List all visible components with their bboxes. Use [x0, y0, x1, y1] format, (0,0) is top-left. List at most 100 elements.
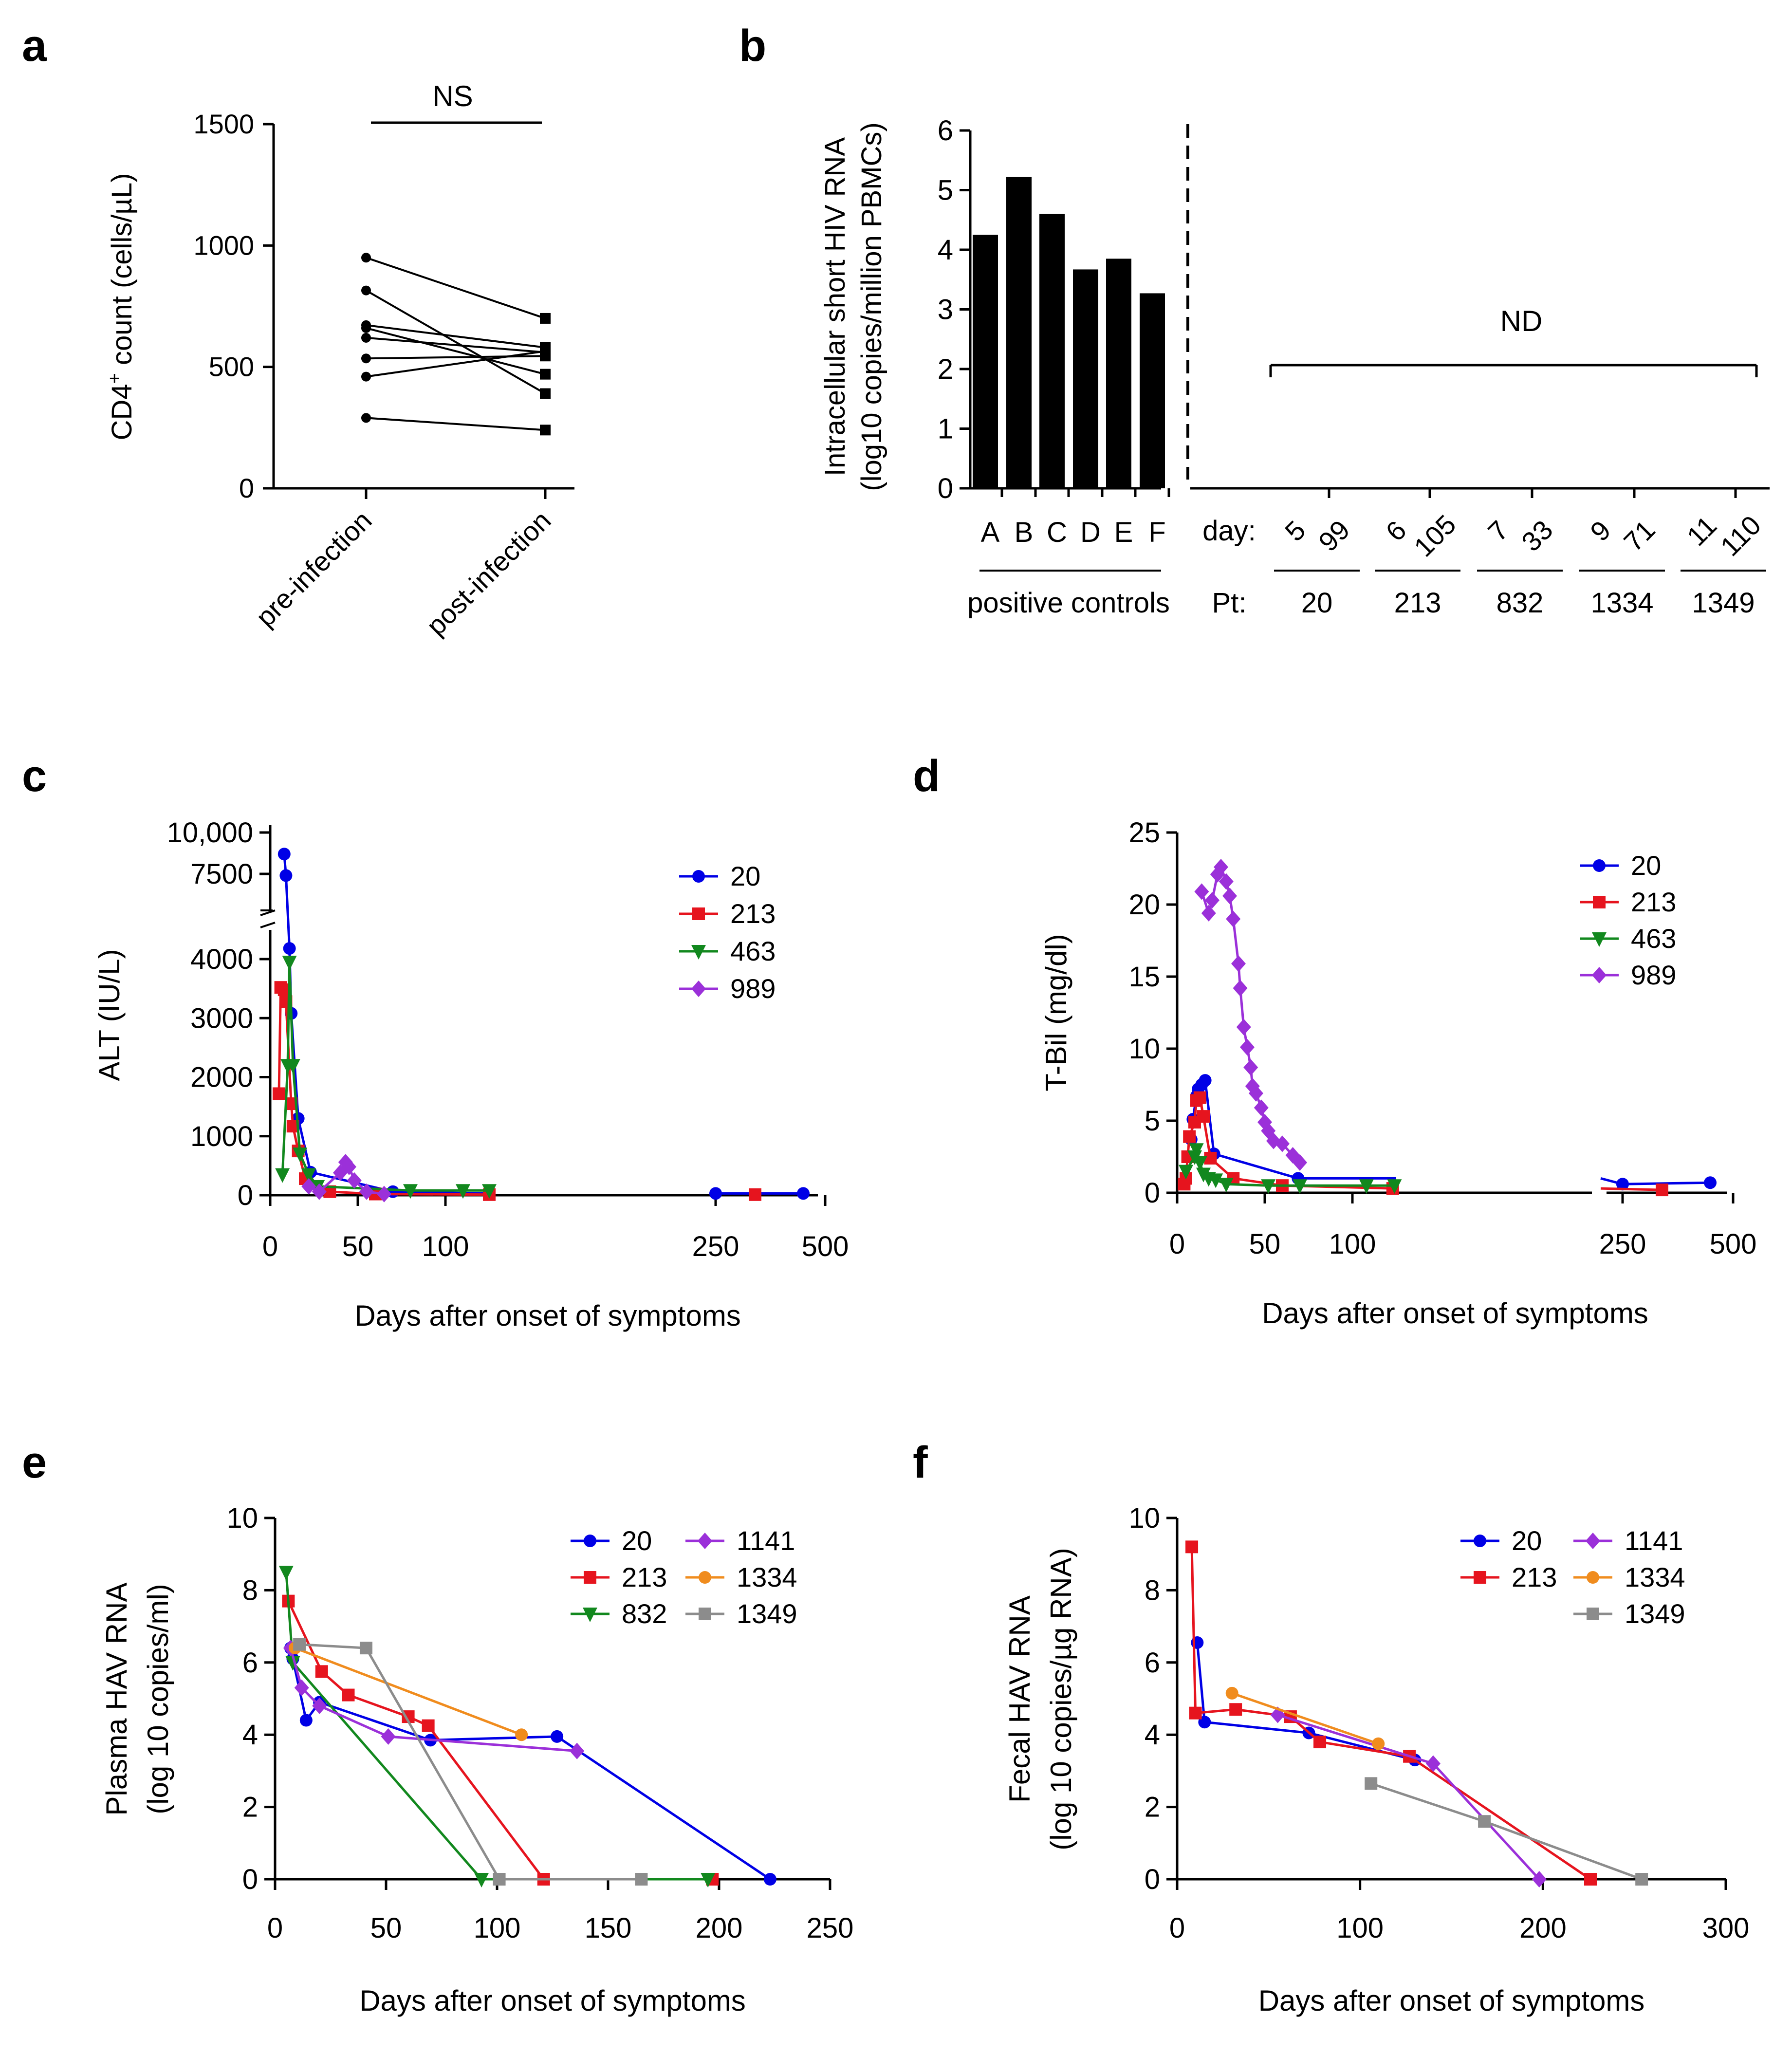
data-point-20	[1199, 1074, 1212, 1087]
data-point-832	[701, 1873, 716, 1887]
data-point-463	[456, 1184, 470, 1199]
pre-point	[361, 333, 371, 343]
pre-point	[361, 285, 371, 296]
y-tick-label: 4	[1145, 1719, 1160, 1751]
y-tick-label: 4	[242, 1719, 258, 1751]
data-point-213	[1185, 1540, 1199, 1554]
y-axis-label: ALT (IU/L)	[93, 949, 126, 1081]
y-axis-label-line1: Intracellular short HIV RNA	[819, 137, 851, 477]
y-tick-label: 2	[938, 353, 953, 385]
bar-label-B: B	[1015, 517, 1034, 548]
data-point-213	[1313, 1736, 1327, 1749]
y-tick-label: 500	[209, 352, 254, 382]
x-tick-label: 100	[1336, 1912, 1384, 1944]
bar-label-F: F	[1148, 517, 1165, 548]
data-point-463	[1219, 1178, 1234, 1193]
data-point-989	[1236, 1018, 1251, 1036]
panel-label-c: c	[22, 751, 47, 801]
data-point-1349	[359, 1642, 372, 1655]
legend-marker-213	[1593, 896, 1606, 908]
data-point-989	[1240, 1039, 1255, 1056]
y-tick-label: 10	[1128, 1502, 1160, 1534]
x-tick-label: 300	[1702, 1912, 1750, 1944]
data-point-1349	[493, 1873, 506, 1886]
data-point-213	[749, 1188, 761, 1201]
data-point-463	[1192, 1156, 1207, 1171]
data-point-1349	[1478, 1815, 1491, 1828]
data-point-213	[1193, 1091, 1206, 1104]
data-point-1141	[294, 1679, 309, 1696]
axis-break-mark	[260, 922, 276, 928]
bar-E	[1106, 259, 1131, 488]
data-point-20	[277, 848, 291, 861]
bar-F	[1140, 293, 1165, 488]
panel-c-alt-chart: 0 50 100 250 500 Days after onset of symptoms…	[93, 817, 849, 1332]
y-tick-label: 10	[226, 1502, 258, 1534]
y-tick-label: 1500	[193, 109, 254, 139]
legend-marker-20	[1474, 1535, 1486, 1547]
day-value: 11	[1681, 510, 1723, 552]
series-line-213	[287, 1600, 713, 1881]
legend-label-1141: 1141	[1625, 1525, 1683, 1556]
x-tick-label: 100	[1329, 1228, 1376, 1260]
y-tick-label: 8	[242, 1574, 258, 1606]
series-line-1349	[1370, 1782, 1643, 1881]
pair-line	[366, 336, 546, 353]
x-tick-label: 250	[807, 1912, 854, 1944]
data-point-989	[1275, 1135, 1290, 1152]
data-point-463	[293, 1147, 308, 1163]
y-tick-label: 3000	[190, 1002, 253, 1034]
data-point-989	[1231, 955, 1246, 972]
legend-marker-463	[691, 945, 706, 960]
x-axis-label: Days after onset of symptoms	[1258, 1984, 1645, 2017]
patient-id: 832	[1496, 587, 1544, 619]
pair-line	[366, 324, 546, 349]
legend-label-1141: 1141	[737, 1525, 795, 1556]
data-point-1349	[293, 1638, 306, 1651]
y-tick-label: 0	[238, 1180, 253, 1211]
legend-marker-1349	[1587, 1608, 1599, 1620]
x-tick-label: 100	[422, 1231, 469, 1262]
panel-label-e: e	[22, 1438, 47, 1487]
data-point-20	[709, 1187, 722, 1200]
x-tick-label: 200	[1519, 1912, 1567, 1944]
pair-line	[366, 355, 546, 360]
series-line-213	[1190, 1547, 1591, 1881]
data-point-989	[1194, 883, 1209, 900]
y-tick-label: 6	[242, 1647, 258, 1679]
bar-D	[1073, 269, 1098, 488]
x-tick-label: 50	[342, 1231, 374, 1262]
y-tick-label: 1000	[190, 1121, 253, 1152]
y-tick-label: 15	[1128, 961, 1160, 993]
y-tick-label: 0	[239, 473, 254, 503]
y-tick-label: 7500	[190, 858, 253, 890]
legend-label-989: 989	[1631, 960, 1676, 990]
day-value: 6	[1380, 515, 1412, 547]
y-tick-label: 0	[1145, 1177, 1160, 1209]
data-point-989	[359, 1183, 374, 1200]
data-point-1141	[570, 1742, 585, 1759]
data-point-213	[1183, 1130, 1196, 1143]
legend-marker-20	[1593, 859, 1606, 872]
legend-label-463: 463	[1631, 923, 1676, 954]
panel-label-b: b	[739, 21, 766, 71]
legend-marker-213	[584, 1571, 596, 1584]
post-point	[540, 388, 551, 399]
post-point	[540, 313, 551, 324]
data-point-20	[797, 1187, 810, 1200]
data-point-463	[1208, 1173, 1223, 1188]
legend-marker-213	[1474, 1571, 1486, 1584]
x-tick-label: 500	[1710, 1228, 1757, 1260]
y-tick-label: 4	[938, 234, 953, 266]
y-tick-label: 2	[1145, 1792, 1160, 1823]
data-point-989	[1201, 905, 1216, 922]
data-point-463	[301, 1168, 316, 1183]
post-point	[540, 425, 551, 436]
y-axis-label-line1: Plasma HAV RNA	[100, 1582, 133, 1815]
data-point-1349	[1635, 1873, 1648, 1886]
data-point-1141	[381, 1728, 396, 1745]
pair-line	[366, 350, 546, 378]
y-tick-label: 1	[938, 413, 953, 445]
